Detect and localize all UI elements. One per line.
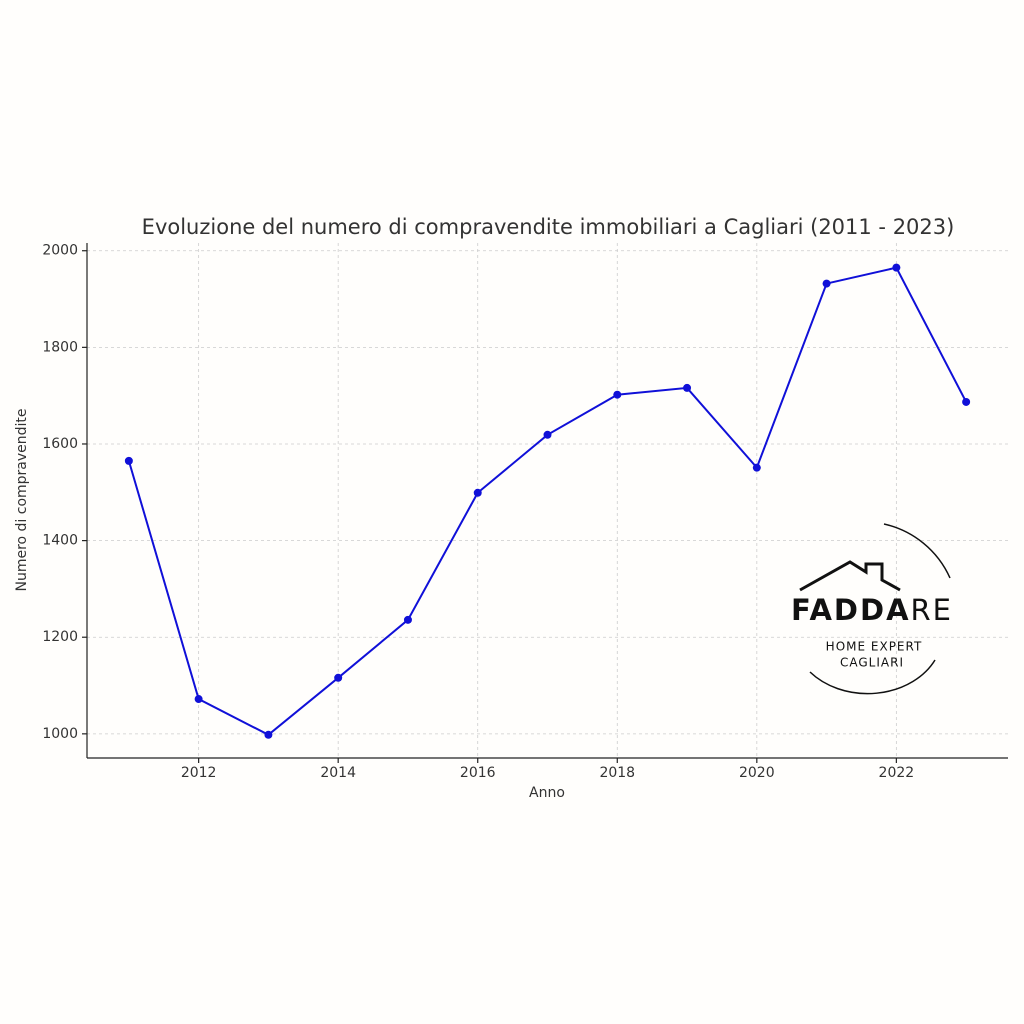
x-tick-label: 2022 xyxy=(879,765,915,781)
logo-arc xyxy=(809,659,936,695)
logo-brand: FADDARE xyxy=(791,593,953,627)
y-axis-label: Numero di compravendite xyxy=(14,408,30,591)
x-tick-label: 2016 xyxy=(460,765,496,781)
logo-brand-light: RE xyxy=(911,593,953,627)
y-tick-label: 1400 xyxy=(42,533,78,549)
point xyxy=(892,263,901,272)
point xyxy=(194,695,203,704)
y-tick-label: 1000 xyxy=(42,726,78,742)
point xyxy=(473,488,482,497)
point xyxy=(822,279,831,288)
point xyxy=(752,463,761,472)
logo: FADDARE HOME EXPERT CAGLIARI xyxy=(791,523,953,695)
plot-area: 1000 1200 1400 1600 1800 2000 2012 2014 2016 2018… xyxy=(42,243,1008,781)
logo-brand-bold: FADDA xyxy=(791,593,911,627)
point xyxy=(613,390,622,399)
logo-house xyxy=(799,560,901,592)
point xyxy=(403,615,412,624)
x-tick-label: 2020 xyxy=(739,765,775,781)
logo-tagline: HOME EXPERT xyxy=(826,640,923,654)
x-axis-label: Anno xyxy=(529,785,565,801)
y-tick-label: 2000 xyxy=(42,243,78,259)
point xyxy=(962,397,971,406)
x-tick-label: 2014 xyxy=(320,765,356,781)
point xyxy=(334,673,343,682)
point xyxy=(264,730,273,739)
x-tick-label: 2018 xyxy=(599,765,635,781)
logo-tagline: CAGLIARI xyxy=(840,656,904,670)
point xyxy=(683,383,692,392)
x-tick-label: 2012 xyxy=(181,765,217,781)
logo-arc xyxy=(883,523,951,579)
y-tick-label: 1200 xyxy=(42,629,78,645)
point xyxy=(124,456,133,465)
point xyxy=(543,430,552,439)
y-tick-label: 1600 xyxy=(42,436,78,452)
y-tick-label: 1800 xyxy=(42,339,78,355)
chart-title: Evoluzione del numero di compravendite i… xyxy=(142,215,955,239)
